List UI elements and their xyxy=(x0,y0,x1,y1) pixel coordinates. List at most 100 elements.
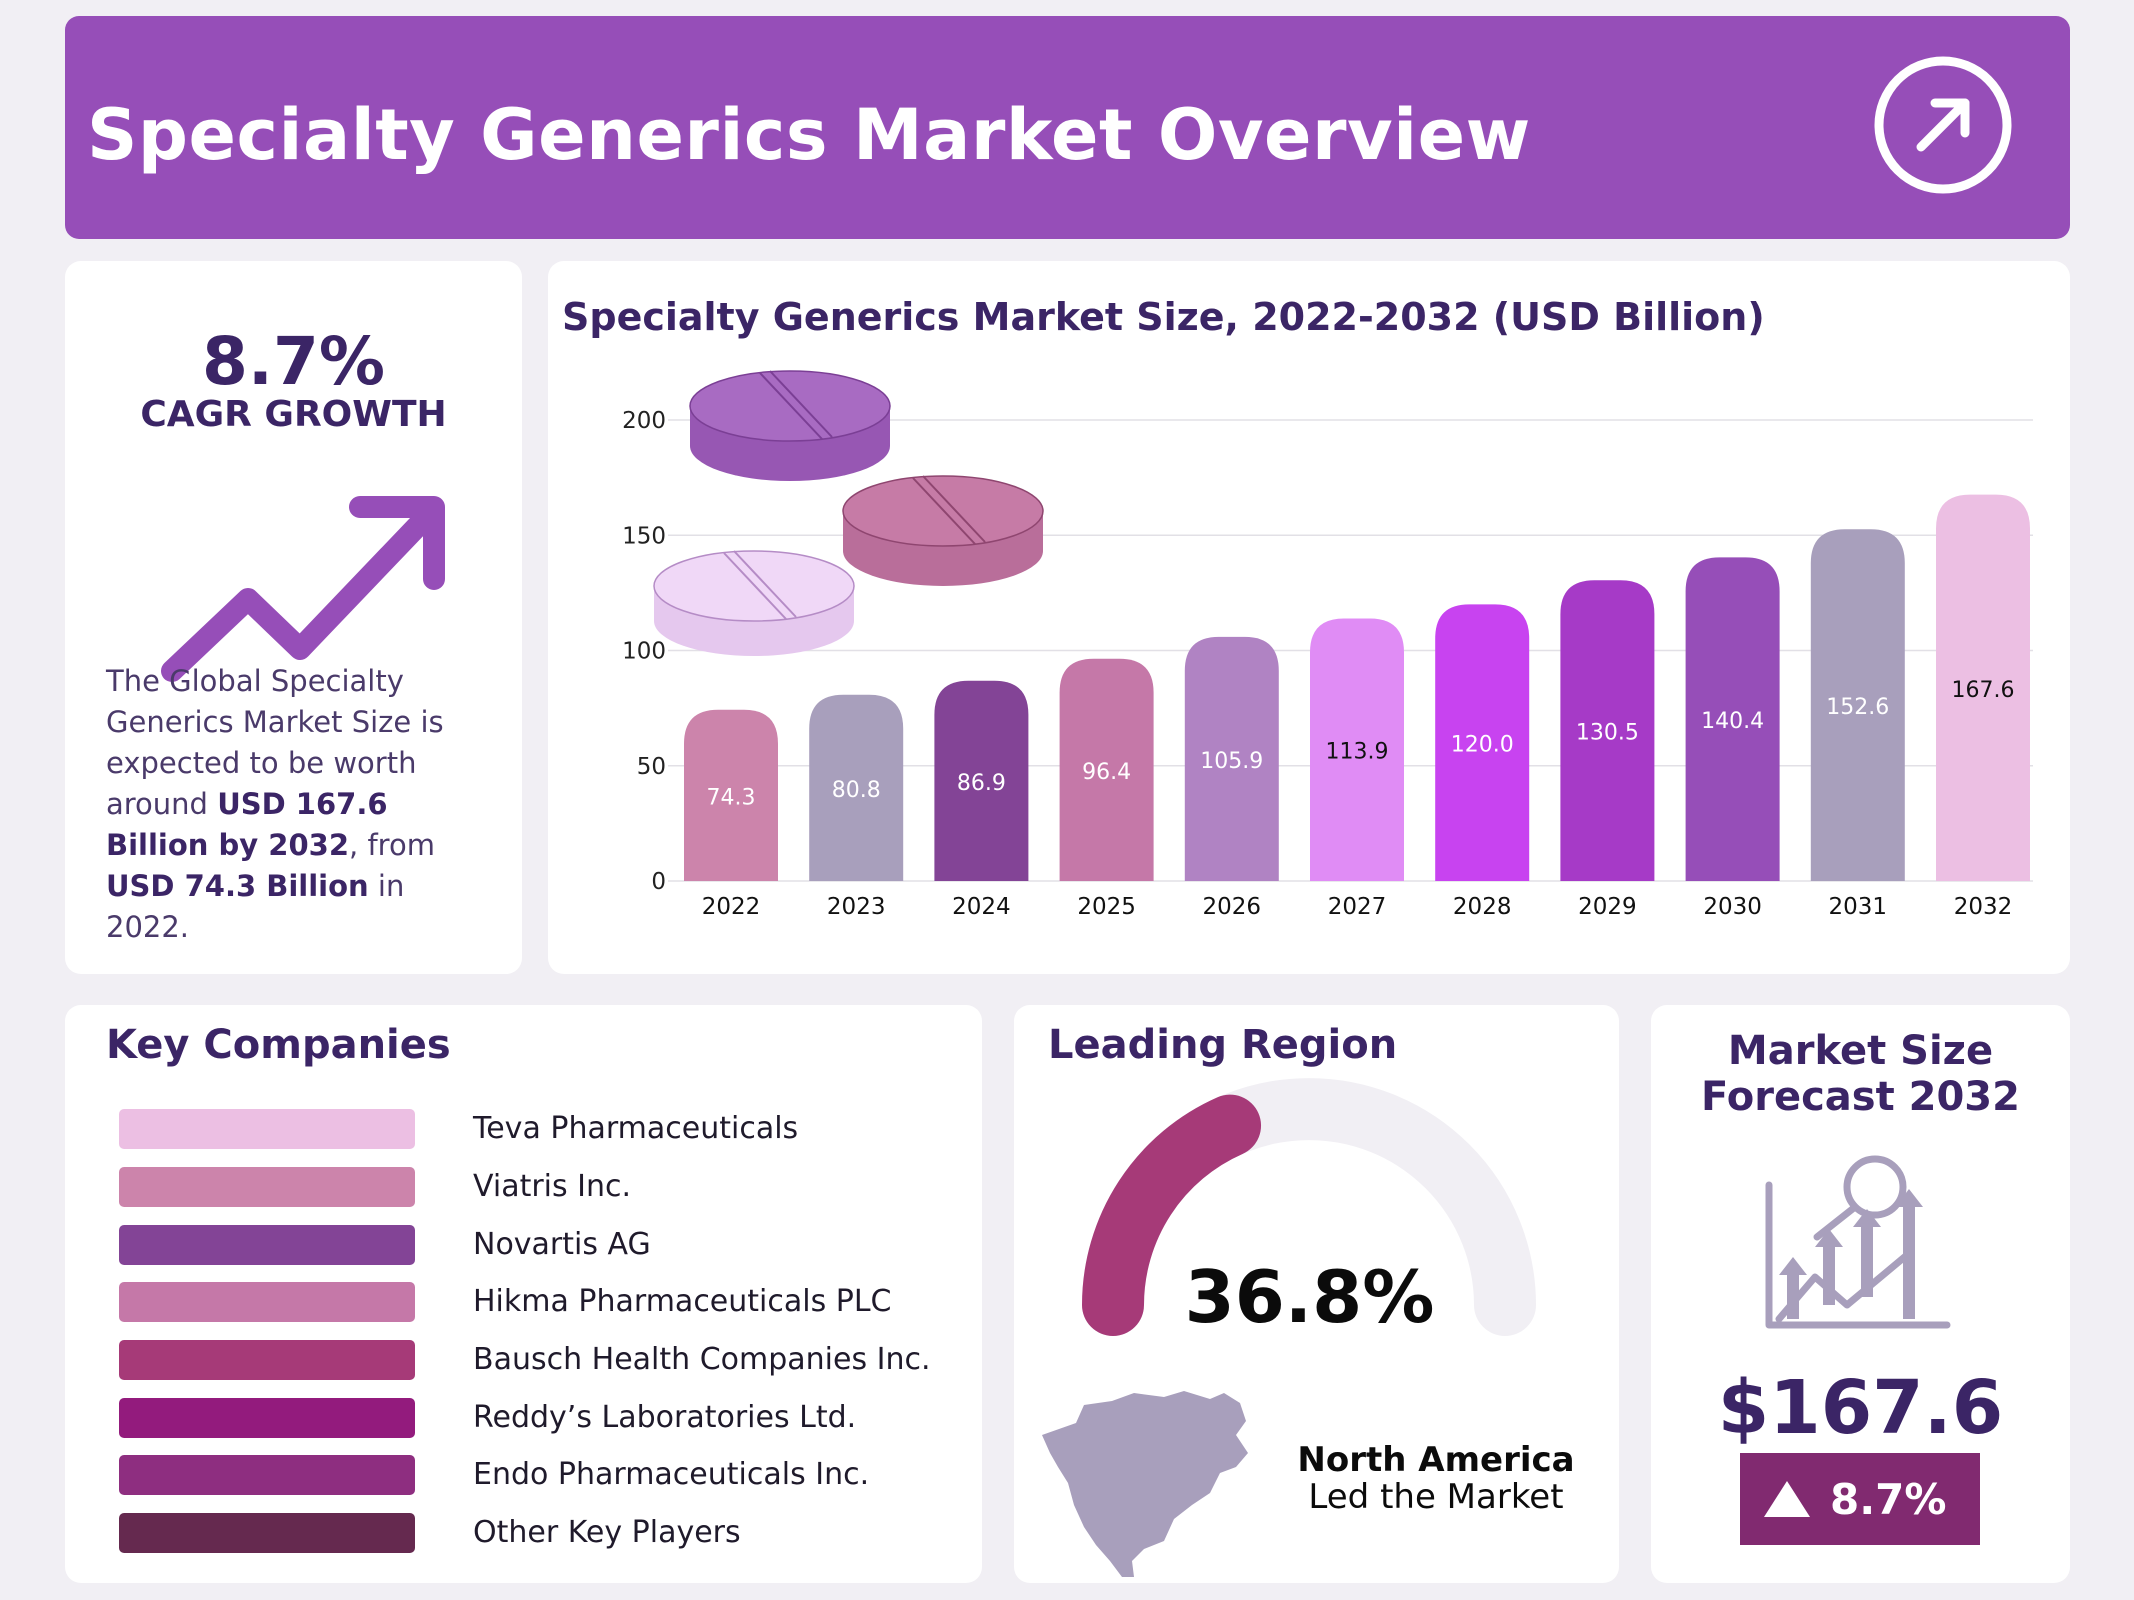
y-tick-label: 0 xyxy=(651,869,666,895)
region-name: North America xyxy=(1297,1440,1575,1480)
x-tick-label: 2024 xyxy=(952,894,1011,920)
region-title: Leading Region xyxy=(1048,1022,1398,1068)
company-swatch xyxy=(119,1167,415,1207)
company-name: Hikma Pharmaceuticals PLC xyxy=(473,1284,892,1319)
y-axis-ticks: 0 50 100 150 200 xyxy=(622,408,666,895)
company-swatch xyxy=(119,1398,415,1438)
company-swatch xyxy=(119,1282,415,1322)
companies-title: Key Companies xyxy=(106,1022,451,1068)
company-row: Bausch Health Companies Inc. xyxy=(119,1340,939,1380)
y-tick-label: 100 xyxy=(622,639,666,665)
pill-icon xyxy=(842,475,1044,586)
company-name: Viatris Inc. xyxy=(473,1169,632,1204)
company-name: Reddy’s Laboratories Ltd. xyxy=(473,1400,857,1435)
company-row: Endo Pharmaceuticals Inc. xyxy=(119,1455,939,1495)
bar xyxy=(934,680,1029,881)
cagr-card: 8.7% CAGR GROWTH The Global Specialty Ge… xyxy=(65,261,522,974)
bar xyxy=(1560,580,1655,881)
bar-chart: 0 50 100 150 200 74.3 2022 80.8 2023 86.9 2024 96.… xyxy=(622,370,2033,920)
cagr-label: CAGR GROWTH xyxy=(140,394,447,435)
bar-value-label: 120.0 xyxy=(1451,733,1514,758)
arrow-up-right-icon[interactable] xyxy=(1873,55,2013,195)
growth-badge: 8.7% xyxy=(1740,1453,1980,1545)
company-row: Reddy’s Laboratories Ltd. xyxy=(119,1398,939,1438)
trend-up-arrow-icon xyxy=(161,496,445,682)
x-tick-label: 2025 xyxy=(1077,894,1136,920)
bar xyxy=(1435,604,1530,881)
bar-value-label: 167.6 xyxy=(1952,678,2015,703)
company-row: Viatris Inc. xyxy=(119,1167,939,1207)
region-gauge xyxy=(1042,1078,1536,1577)
market-size-chart-card: 0 50 100 150 200 74.3 2022 80.8 2023 86.9 2024 96.… xyxy=(548,261,2070,974)
cagr-value: 8.7% xyxy=(201,323,386,400)
x-tick-label: 2023 xyxy=(827,894,886,920)
page-title: Specialty Generics Market Overview xyxy=(87,94,1531,176)
bar xyxy=(684,709,778,881)
desc-text-3: in 2022. xyxy=(106,869,405,944)
bar xyxy=(1310,618,1404,881)
bar xyxy=(1936,494,2030,881)
desc-text-2: , from xyxy=(349,828,435,862)
desc-bold-1: USD 167.6 Billion by 2032 xyxy=(106,787,388,862)
bar xyxy=(1685,557,1780,881)
bar xyxy=(1810,529,1905,881)
company-row: Novartis AG xyxy=(119,1225,939,1265)
chart-title: Specialty Generics Market Size, 2022-203… xyxy=(562,295,1765,339)
cagr-description: The Global Specialty Generics Market Siz… xyxy=(106,661,496,948)
company-row: Other Key Players xyxy=(119,1513,939,1553)
triangle-up-icon xyxy=(1764,1481,1810,1517)
company-name: Teva Pharmaceuticals xyxy=(473,1111,799,1146)
key-companies-card: Key Companies Teva Pharmaceuticals Viatr… xyxy=(65,1005,982,1583)
region-share-value: 36.8% xyxy=(1184,1255,1435,1339)
x-tick-label: 2022 xyxy=(702,894,761,920)
desc-text-1: The Global Specialty Generics Market Siz… xyxy=(106,664,444,821)
x-tick-label: 2029 xyxy=(1578,894,1637,920)
x-tick-label: 2031 xyxy=(1829,894,1888,920)
company-name: Bausch Health Companies Inc. xyxy=(473,1342,931,1377)
leading-region-card: Leading Region 36.8% North America Led t… xyxy=(1014,1005,1619,1583)
market-forecast-card: Market Size Forecast 2032 $167.6 Bn 8.7% xyxy=(1651,1005,2070,1583)
company-name: Endo Pharmaceuticals Inc. xyxy=(473,1457,870,1492)
forecast-title: Market Size Forecast 2032 xyxy=(1701,1028,2020,1120)
company-swatch xyxy=(119,1225,415,1265)
company-name: Novartis AG xyxy=(473,1227,651,1262)
x-tick-label: 2032 xyxy=(1954,894,2013,920)
y-tick-label: 200 xyxy=(622,408,666,434)
bar-value-label: 96.4 xyxy=(1082,760,1131,785)
north-america-map-icon xyxy=(1042,1391,1248,1577)
region-subtitle: Led the Market xyxy=(1308,1477,1564,1517)
bar-value-label: 130.5 xyxy=(1576,721,1639,746)
pill-decoration xyxy=(653,370,1044,656)
bar-value-label: 74.3 xyxy=(707,785,756,810)
company-name: Other Key Players xyxy=(473,1515,741,1550)
bar-value-label: 140.4 xyxy=(1701,709,1764,734)
pill-icon xyxy=(689,370,891,481)
bar-value-label: 105.9 xyxy=(1200,749,1263,774)
bar xyxy=(1184,636,1279,881)
desc-bold-2: USD 74.3 Billion xyxy=(106,869,369,903)
company-swatch xyxy=(119,1455,415,1495)
pill-icon xyxy=(653,550,855,656)
bar-value-label: 80.8 xyxy=(832,778,881,803)
company-swatch xyxy=(119,1513,415,1553)
gauge-value-arc xyxy=(1082,1094,1262,1336)
bar xyxy=(1059,658,1154,881)
x-tick-label: 2028 xyxy=(1453,894,1512,920)
bar-value-label: 86.9 xyxy=(957,771,1006,796)
company-swatch xyxy=(119,1109,415,1149)
bar-value-label: 113.9 xyxy=(1326,740,1389,765)
bars: 74.3 2022 80.8 2023 86.9 2024 96.4 2025 105.9 202… xyxy=(684,494,2030,920)
bar xyxy=(809,694,904,881)
header-banner: Specialty Generics Market Overview xyxy=(65,16,2070,239)
y-tick-label: 150 xyxy=(622,523,666,549)
x-tick-label: 2026 xyxy=(1203,894,1262,920)
company-swatch xyxy=(119,1340,415,1380)
growth-value: 8.7% xyxy=(1830,1475,1947,1524)
y-tick-label: 50 xyxy=(637,754,666,780)
bar-value-label: 152.6 xyxy=(1826,695,1889,720)
company-row: Hikma Pharmaceuticals PLC xyxy=(119,1282,939,1322)
magnifier-growth-chart-icon xyxy=(1765,1155,1951,1329)
company-row: Teva Pharmaceuticals xyxy=(119,1109,939,1149)
x-tick-label: 2027 xyxy=(1328,894,1387,920)
x-tick-label: 2030 xyxy=(1703,894,1762,920)
